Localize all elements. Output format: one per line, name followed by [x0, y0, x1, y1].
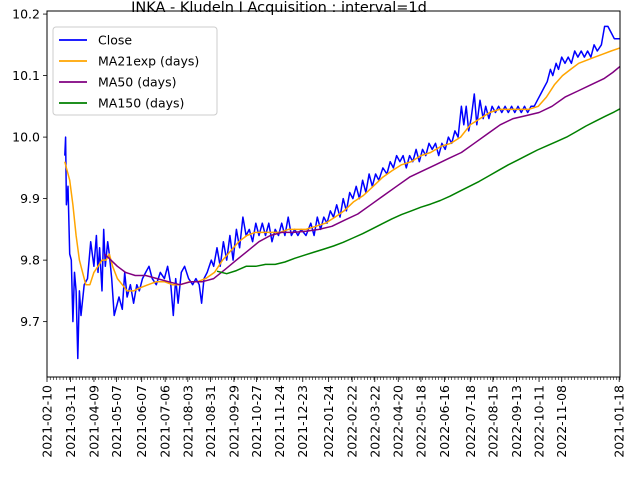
x-tick-label: 2022-09-13	[509, 385, 524, 458]
y-tick-label: 10.0	[12, 130, 40, 145]
legend-label: MA21exp (days)	[98, 54, 199, 69]
x-tick-label: 2022-05-18	[413, 385, 428, 458]
x-tick-label: 2022-01-24	[321, 385, 336, 458]
x-tick-label: 2022-10-11	[532, 385, 547, 458]
legend: Close MA21exp (days) MA50 (days) MA150 (day…	[52, 26, 218, 116]
legend-label: MA150 (days)	[98, 96, 184, 111]
x-tick-label: 2021-09-29	[227, 385, 242, 458]
plot-frame	[46, 10, 621, 378]
x-tick-label: 2022-06-16	[437, 385, 452, 458]
legend-box	[52, 26, 218, 116]
x-tick-label: 2021-08-03	[180, 385, 195, 458]
x-tick-label: 2021-04-09	[86, 385, 101, 458]
x-tick-label: 2021-10-27	[249, 385, 264, 458]
x-tick-label: 2022-02-22	[345, 385, 360, 458]
series-layer	[64, 25, 621, 360]
x-axis: 2021-02-10 2021-03-11 2021-04-09 2021-05-07…	[40, 377, 627, 458]
y-tick-label: 9.8	[20, 253, 40, 268]
x-tick-label: 2022-07-18	[463, 385, 478, 458]
y-tick-label: 9.7	[20, 314, 40, 329]
x-tick-label: 2021-01-18	[612, 385, 627, 458]
y-tick-label: 9.9	[20, 191, 40, 206]
x-tick-label: 2022-04-20	[391, 385, 406, 458]
x-tick-label: 2021-07-06	[158, 385, 173, 458]
x-tick-label: 2021-02-10	[40, 385, 55, 458]
series-line-ma150-days	[216, 108, 621, 275]
x-tick-label: 2021-08-31	[203, 385, 218, 458]
x-tick-label: 2022-03-22	[367, 385, 382, 458]
x-tick-label: 2022-11-08	[554, 385, 569, 458]
x-tick-label: 2022-08-15	[485, 385, 500, 458]
x-tick-label: 2021-11-24	[272, 385, 287, 458]
legend-label: Close	[98, 33, 132, 48]
series-line-close	[64, 25, 620, 360]
x-tick-label: 2021-05-07	[109, 385, 124, 458]
series-line-ma21exp-days	[64, 47, 621, 292]
legend-label: MA50 (days)	[98, 75, 176, 90]
x-tick-label: 2021-06-07	[134, 385, 149, 458]
y-axis: 9.7 9.8 9.9 10.0 10.1 10.2	[12, 7, 47, 329]
series-line-ma50-days	[103, 65, 621, 286]
chart-title: INKA - Kludeln I Acquisition : interval=…	[131, 0, 427, 16]
x-tick-label: 2021-12-23	[295, 385, 310, 458]
y-tick-label: 10.2	[12, 7, 40, 22]
y-tick-label: 10.1	[12, 68, 40, 83]
x-tick-label: 2021-03-11	[63, 385, 78, 458]
